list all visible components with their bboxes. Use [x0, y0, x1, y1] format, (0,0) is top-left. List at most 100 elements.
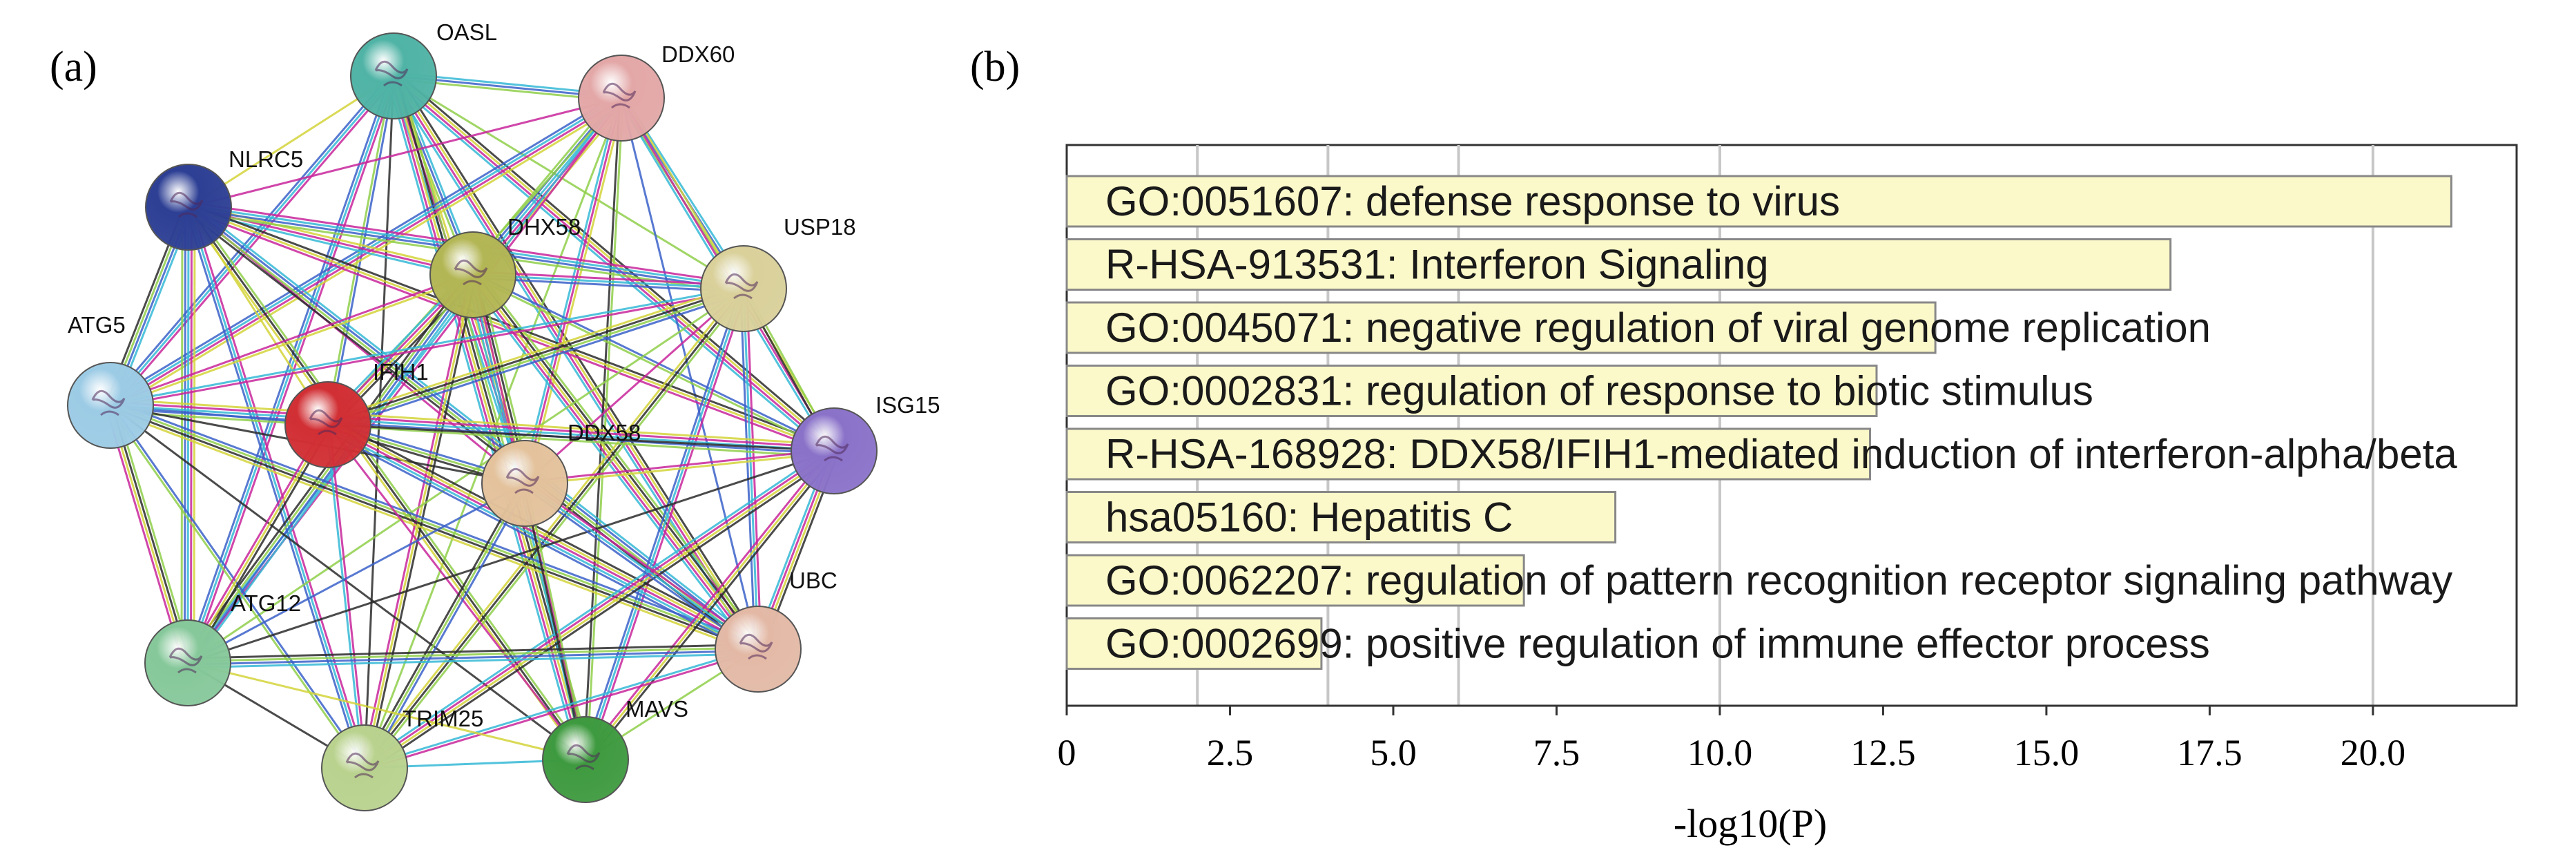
edge-dhx58-trim25	[363, 274, 474, 769]
edge-nlrc5-mavs	[187, 206, 587, 760]
node-nlrc5[interactable]: NLRC5	[145, 146, 303, 251]
node-structure-ifih1	[309, 409, 343, 436]
edge-isg15-mavs	[582, 448, 833, 759]
edge-atg5-trim25	[110, 403, 367, 768]
edge-ubc-atg12	[188, 649, 759, 666]
node-label-mavs: MAVS	[626, 696, 688, 722]
node-dhx58[interactable]: DHX58	[429, 214, 581, 318]
edge-ddx60-atg5	[107, 93, 620, 403]
edge-ifih1-isg15	[327, 423, 835, 452]
x-tick-label: 17.5	[2177, 732, 2243, 773]
bar-label: GO:0045071: negative regulation of viral…	[1105, 305, 2211, 351]
edge-atg5-atg12	[105, 406, 184, 665]
node-label-ddx60: DDX60	[661, 41, 735, 67]
edge-usp18-ddx58	[524, 287, 744, 485]
edge-dhx58-usp18	[472, 276, 744, 293]
node-structure-dhx58	[454, 259, 488, 286]
edge-oasl-ubc	[396, 73, 763, 648]
node-ddx60[interactable]: DDX60	[578, 41, 735, 142]
edge-ubc-trim25	[363, 646, 758, 768]
edge-dhx58-isg15	[473, 272, 835, 451]
node-isg15[interactable]: ISG15	[791, 392, 939, 494]
node-oasl[interactable]: OASL	[350, 19, 497, 119]
edge-dhx58-ubc	[467, 278, 755, 654]
edge-atg5-isg15	[110, 398, 835, 446]
edge-ifih1-atg12	[189, 425, 332, 666]
x-tick-label: 0	[1058, 732, 1076, 773]
chart-axes: 0 2.5 5.0 7.5 10.0 12.5 15.0 17.5 20.0 -log10(P)	[1058, 704, 2517, 846]
node-label-ddx58: DDX58	[568, 420, 641, 445]
edge-usp18-atg5	[110, 286, 744, 405]
edge-ddx58-mavs	[522, 483, 585, 760]
edge-ddx58-ubc	[524, 482, 759, 650]
node-atg12[interactable]: ATG12	[144, 590, 301, 706]
edge-usp18-atg5	[110, 289, 744, 408]
bar-label: R-HSA-913531: Interferon Signaling	[1105, 242, 1769, 288]
edge-oasl-isg15	[396, 71, 838, 449]
edge-ddx60-nlrc5	[188, 97, 622, 209]
edge-nlrc5-trim25	[187, 206, 366, 769]
edge-atg5-atg12	[108, 405, 188, 664]
edge-oasl-atg5	[112, 77, 397, 408]
edge-atg5-isg15	[110, 401, 835, 450]
node-label-trim25: TRIM25	[403, 706, 483, 731]
interaction-network: OASL DDX60 NLRC5 DHX58 USP18 ATG5 IFIH1 ISG15 DD…	[67, 19, 939, 811]
edge-usp18-mavs	[587, 289, 748, 761]
bar-label: GO:0002699: positive regulation of immun…	[1105, 621, 2210, 667]
edge-usp18-trim25	[363, 288, 745, 769]
node-mavs[interactable]: MAVS	[542, 696, 688, 803]
edge-atg5-ubc	[111, 400, 760, 646]
edge-nlrc5-trim25	[190, 206, 369, 768]
edge-oasl-mavs	[389, 76, 584, 761]
edge-usp18-ubc	[739, 289, 757, 650]
bar-label: R-HSA-168928: DDX58/IFIH1-mediated induc…	[1105, 431, 2457, 477]
edge-nlrc5-trim25	[184, 207, 363, 769]
edge-ifih1-ubc	[330, 418, 762, 645]
edge-ifih1-atg12	[184, 422, 327, 662]
edge-usp18-ifih1	[327, 286, 744, 425]
node-ubc[interactable]: UBC	[715, 568, 837, 693]
edge-usp18-trim25	[361, 286, 742, 767]
edge-usp18-mavs	[584, 288, 745, 760]
node-ddx58[interactable]: DDX58	[481, 420, 641, 527]
node-usp18[interactable]: USP18	[700, 214, 856, 332]
node-structure-usp18	[724, 273, 759, 300]
x-tick-label: 12.5	[1850, 732, 1916, 773]
edge-ifih1-mavs	[327, 424, 587, 760]
bar	[1065, 238, 2172, 291]
edge-isg15-ddx58	[524, 448, 834, 483]
node-structure-atg12	[168, 647, 203, 674]
node-label-ifih1: IFIH1	[373, 359, 429, 385]
edge-usp18-mavs	[581, 287, 742, 760]
node-trim25[interactable]: TRIM25	[321, 706, 483, 811]
edge-dhx58-ubc	[469, 276, 757, 652]
edge-nlrc5-mavs	[190, 204, 589, 759]
edge-usp18-ifih1	[326, 283, 743, 422]
bar	[1065, 175, 2452, 228]
edge-ifih1-atg12	[186, 424, 329, 664]
edge-isg15-trim25	[366, 454, 837, 773]
x-tick-label: 7.5	[1533, 732, 1580, 773]
edge-ubc-atg12	[187, 643, 758, 659]
edge-ifih1-trim25	[328, 424, 367, 768]
edge-ubc-atg12	[187, 646, 758, 663]
edge-oasl-usp18	[393, 75, 744, 290]
node-ifih1[interactable]: IFIH1	[284, 359, 429, 468]
node-label-atg5: ATG5	[68, 312, 126, 338]
edge-dhx58-atg5	[110, 275, 474, 408]
bar	[1065, 365, 1878, 417]
edge-nlrc5-ubc	[188, 205, 760, 649]
edge-oasl-atg12	[186, 75, 395, 664]
edge-ifih1-ubc	[329, 421, 760, 648]
bar	[1065, 491, 1617, 543]
edge-oasl-ubc	[389, 77, 755, 653]
edge-isg15-mavs	[587, 452, 837, 762]
edge-ubc-trim25	[365, 649, 759, 771]
edge-isg15-trim25	[365, 451, 836, 771]
x-tick-label: 2.5	[1207, 732, 1254, 773]
edge-isg15-atg12	[187, 450, 835, 664]
edge-dhx58-ubc	[476, 270, 764, 646]
edge-oasl-ubc	[391, 76, 758, 651]
node-atg5[interactable]: ATG5	[67, 312, 154, 449]
edge-ddx60-ddx58	[523, 97, 623, 484]
